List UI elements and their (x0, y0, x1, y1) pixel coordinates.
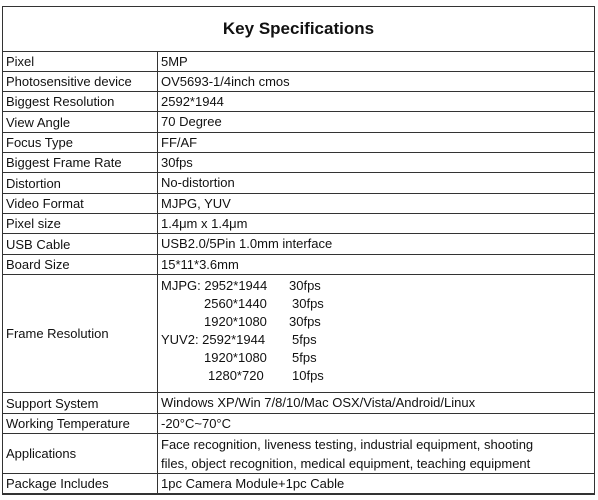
column-divider (157, 214, 158, 233)
table-row: USB Cable USB2.0/5Pin 1.0mm interface (2, 234, 595, 255)
row-label: Applications (6, 446, 77, 461)
frame-rate: 30fps (289, 278, 321, 293)
frame-rate: 10fps (292, 368, 324, 383)
table-row: Pixel size 1.4μm x 1.4μm (2, 214, 595, 234)
column-divider (157, 72, 158, 91)
row-label: USB Cable (6, 236, 71, 252)
column-divider (157, 234, 158, 254)
row-value: 1pc Camera Module+1pc Cable (161, 476, 345, 491)
row-value: FF/AF (161, 135, 198, 150)
row-label: Biggest Resolution (6, 94, 115, 109)
row-label: Pixel size (6, 216, 61, 231)
row-label: Video Format (6, 196, 84, 211)
column-divider (157, 52, 158, 71)
row-value-line: Face recognition, liveness testing, indu… (161, 437, 534, 452)
row-label: Support System (6, 395, 99, 411)
row-label: Package Includes (6, 476, 109, 491)
title: Key Specifications (2, 6, 595, 52)
resolution: 2560*1440 (204, 296, 267, 311)
row-label: Board Size (6, 257, 70, 272)
row-value-line: files, object recognition, medical equip… (161, 456, 531, 471)
row-value: 2592*1944 (161, 94, 224, 109)
column-divider (157, 133, 158, 152)
resolution: 1920*1080 (204, 350, 267, 365)
column-divider (157, 112, 158, 132)
column-divider (157, 393, 158, 413)
table-row: Frame Resolution MJPG: 2952*1944 30fps 2560… (2, 275, 595, 393)
row-label: Distortion (6, 175, 61, 191)
table-row: Biggest Frame Rate 30fps (2, 153, 595, 173)
column-divider (157, 194, 158, 213)
table-row: Working Temperature -20°C~70°C (2, 414, 595, 434)
column-divider (157, 434, 158, 473)
column-divider (157, 414, 158, 433)
row-label: Biggest Frame Rate (6, 155, 122, 170)
row-value: 1.4μm x 1.4μm (161, 216, 248, 231)
row-label: Working Temperature (6, 416, 130, 431)
row-value: USB2.0/5Pin 1.0mm interface (161, 236, 333, 251)
row-label: Pixel (6, 54, 35, 69)
table-row: Applications Face recognition, liveness t… (2, 434, 595, 474)
table-row: Package Includes 1pc Camera Module+1pc Ca… (2, 474, 595, 494)
column-divider (157, 153, 158, 172)
resolution: 1280*720 (208, 368, 264, 383)
row-value: -20°C~70°C (161, 416, 232, 431)
table-row: Board Size 15*11*3.6mm (2, 255, 595, 275)
row-value: Windows XP/Win 7/8/10/Mac OSX/Vista/Andr… (161, 395, 476, 410)
row-label: Frame Resolution (6, 326, 109, 341)
row-value: 5MP (161, 54, 188, 69)
resolution: MJPG: 2952*1944 (161, 278, 268, 293)
table-row: Focus Type FF/AF (2, 133, 595, 153)
table-row: Support System Windows XP/Win 7/8/10/Mac … (2, 393, 595, 414)
table-row: Distortion No-distortion (2, 173, 595, 194)
table-row: Video Format MJPG, YUV (2, 194, 595, 214)
row-value: No-distortion (161, 175, 235, 190)
row-value: MJPG, YUV (161, 196, 231, 211)
column-divider (157, 474, 158, 493)
table-row: Photosensitive device OV5693-1/4inch cmos (2, 72, 595, 92)
frame-rate: 30fps (292, 296, 324, 311)
column-divider (157, 255, 158, 274)
table-row: View Angle 70 Degree (2, 112, 595, 133)
frame-rate: 5fps (292, 332, 317, 347)
resolution: YUV2: 2592*1944 (161, 332, 266, 347)
row-value: 70 Degree (161, 114, 222, 129)
row-label: View Angle (6, 114, 71, 130)
table-row: Pixel 5MP (2, 52, 595, 72)
frame-rate: 30fps (289, 314, 321, 329)
row-value: 15*11*3.6mm (161, 257, 239, 272)
row-label: Focus Type (6, 135, 73, 150)
column-divider (157, 275, 158, 392)
resolution: 1920*1080 (204, 314, 267, 329)
column-divider (157, 173, 158, 193)
table-row: Biggest Resolution 2592*1944 (2, 92, 595, 112)
frame-rate: 5fps (292, 350, 317, 365)
row-value: 30fps (161, 155, 193, 170)
row-value: OV5693-1/4inch cmos (161, 74, 290, 89)
column-divider (157, 92, 158, 111)
row-label: Photosensitive device (6, 74, 132, 89)
table-border (2, 6, 595, 495)
